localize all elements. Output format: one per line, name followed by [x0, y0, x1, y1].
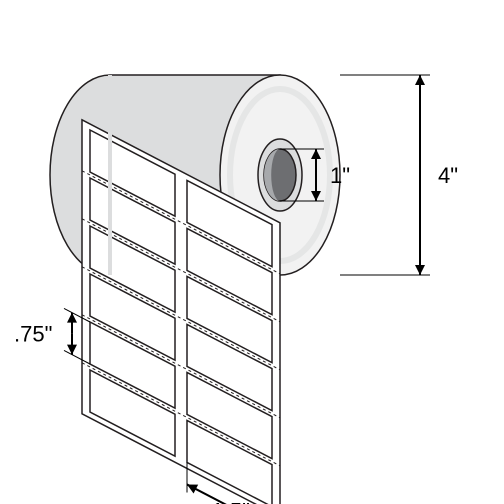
label-roll-dimension-diagram: 4" 1" .75" 1.5" [0, 0, 504, 504]
dim-label-width: 1.5" [212, 498, 250, 504]
dim-label-height: .75" [14, 322, 52, 347]
dim-core-diameter: 1" [330, 163, 350, 188]
dim-roll-diameter: 4" [438, 163, 458, 188]
